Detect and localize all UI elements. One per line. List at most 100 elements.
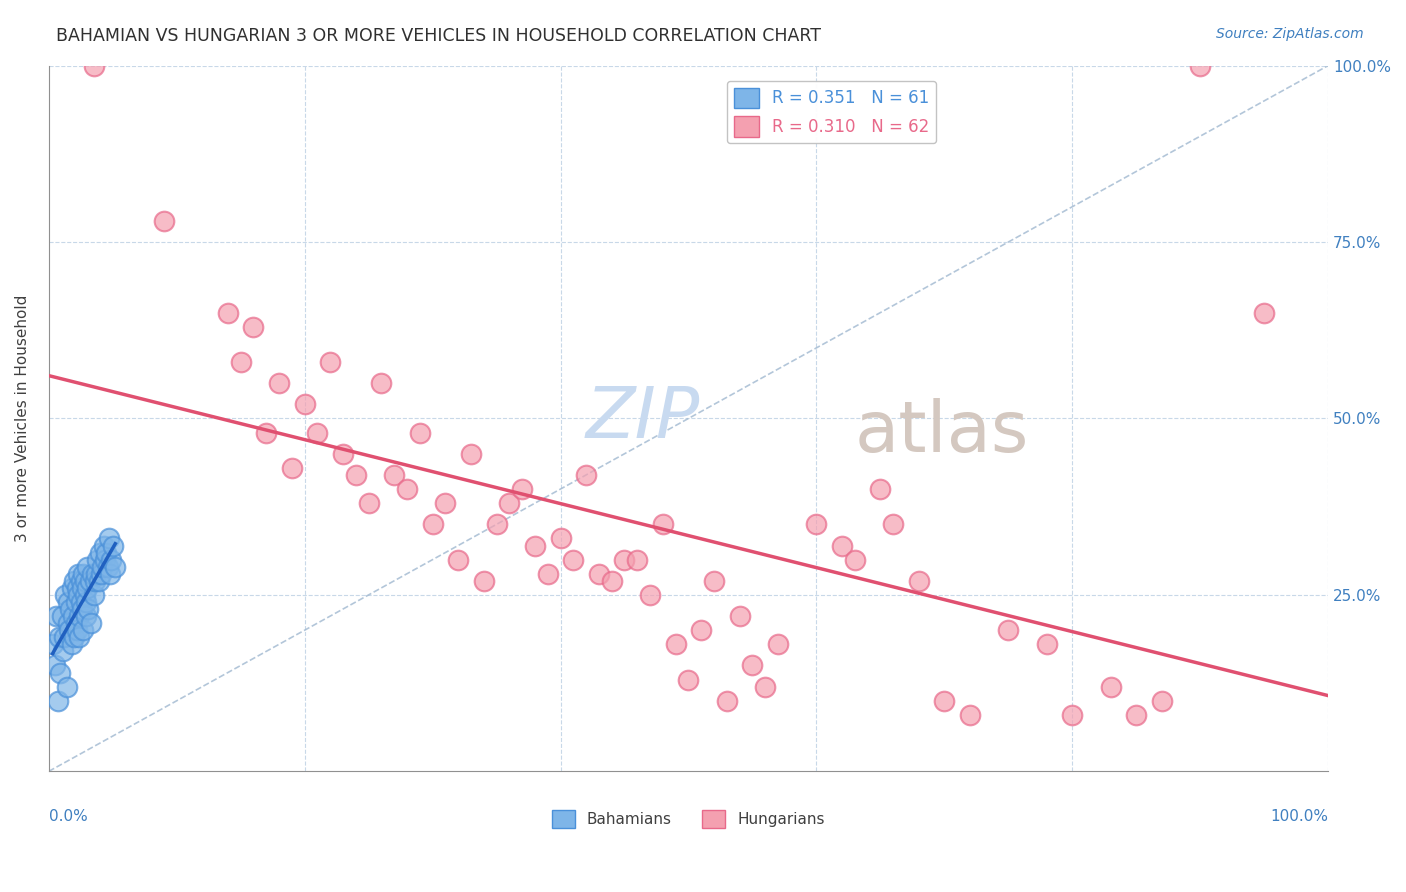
Point — [66, 624, 89, 638]
Point — [65, 616, 87, 631]
Point — [294, 397, 316, 411]
Point — [69, 574, 91, 588]
Point — [75, 609, 97, 624]
Point — [84, 566, 107, 581]
Text: 0.0%: 0.0% — [49, 809, 87, 823]
Point — [537, 566, 560, 581]
Point — [447, 552, 470, 566]
Point — [65, 595, 87, 609]
Point — [728, 609, 751, 624]
Point — [69, 630, 91, 644]
Point — [1189, 59, 1212, 73]
Point — [48, 630, 70, 644]
Point — [332, 447, 354, 461]
Point — [97, 532, 120, 546]
Point — [80, 616, 103, 631]
Point — [69, 609, 91, 624]
Point — [75, 595, 97, 609]
Point — [1253, 305, 1275, 319]
Point — [58, 624, 80, 638]
Point — [344, 467, 367, 482]
Point — [83, 574, 105, 588]
Point — [72, 566, 94, 581]
Point — [66, 581, 89, 595]
Point — [83, 59, 105, 73]
Point — [959, 707, 981, 722]
Point — [626, 552, 648, 566]
Point — [869, 482, 891, 496]
Point — [242, 319, 264, 334]
Point — [600, 574, 623, 588]
Point — [613, 552, 636, 566]
Point — [49, 665, 72, 680]
Point — [472, 574, 495, 588]
Point — [498, 496, 520, 510]
Point — [665, 637, 688, 651]
Point — [319, 355, 342, 369]
Point — [70, 581, 93, 595]
Point — [77, 602, 100, 616]
Point — [523, 539, 546, 553]
Point — [806, 517, 828, 532]
Point — [562, 552, 585, 566]
Point — [73, 574, 96, 588]
Point — [45, 609, 67, 624]
Point — [638, 588, 661, 602]
Point — [104, 559, 127, 574]
Point — [460, 447, 482, 461]
Point — [86, 552, 108, 566]
Point — [754, 680, 776, 694]
Point — [1062, 707, 1084, 722]
Point — [307, 425, 329, 440]
Point — [575, 467, 598, 482]
Point — [741, 658, 763, 673]
Point — [93, 539, 115, 553]
Point — [69, 595, 91, 609]
Point — [997, 624, 1019, 638]
Point — [83, 588, 105, 602]
Point — [588, 566, 610, 581]
Point — [485, 517, 508, 532]
Point — [1125, 707, 1147, 722]
Point — [357, 496, 380, 510]
Point — [510, 482, 533, 496]
Point — [267, 376, 290, 391]
Point — [76, 581, 98, 595]
Point — [766, 637, 789, 651]
Point — [62, 609, 84, 624]
Point — [716, 694, 738, 708]
Point — [41, 637, 63, 651]
Point — [52, 644, 75, 658]
Point — [89, 545, 111, 559]
Point — [82, 566, 104, 581]
Point — [382, 467, 405, 482]
Point — [370, 376, 392, 391]
Point — [101, 539, 124, 553]
Text: Source: ZipAtlas.com: Source: ZipAtlas.com — [1216, 27, 1364, 41]
Point — [70, 602, 93, 616]
Point — [91, 559, 114, 574]
Point — [67, 588, 90, 602]
Point — [409, 425, 432, 440]
Point — [217, 305, 239, 319]
Point — [1150, 694, 1173, 708]
Point — [651, 517, 673, 532]
Point — [844, 552, 866, 566]
Point — [76, 559, 98, 574]
Point — [94, 552, 117, 566]
Point — [46, 694, 69, 708]
Point — [63, 630, 86, 644]
Point — [53, 630, 76, 644]
Point — [87, 574, 110, 588]
Point — [73, 588, 96, 602]
Point — [59, 602, 82, 616]
Point — [1099, 680, 1122, 694]
Point — [882, 517, 904, 532]
Text: 100.0%: 100.0% — [1270, 809, 1329, 823]
Point — [63, 574, 86, 588]
Point — [56, 595, 79, 609]
Point — [934, 694, 956, 708]
Point — [678, 673, 700, 687]
Point — [907, 574, 929, 588]
Point — [55, 680, 77, 694]
